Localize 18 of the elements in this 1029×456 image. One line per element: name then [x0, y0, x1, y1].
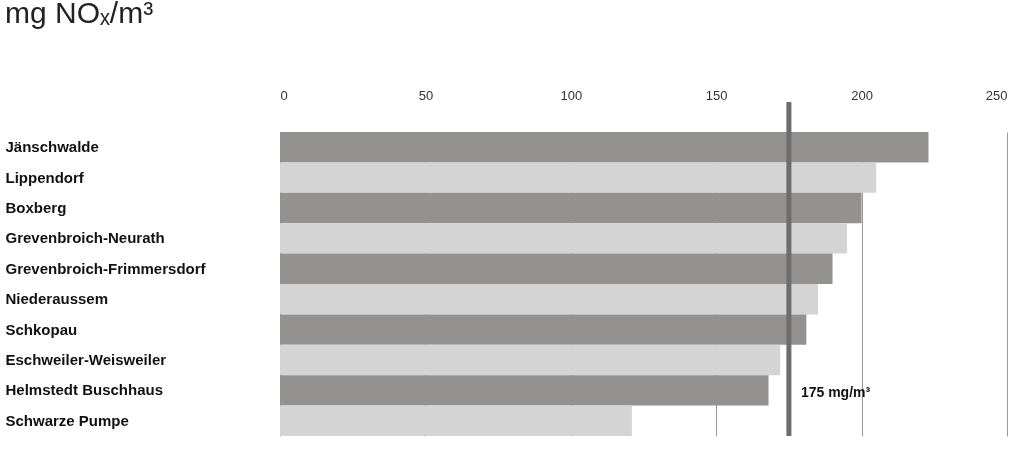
- y-tick-label: Eschweiler-Weisweiler: [5, 351, 167, 368]
- x-tick-label: 50: [418, 87, 434, 103]
- y-tick-label: Grevenbroich-Neurath: [5, 229, 165, 247]
- y-tick-label: Schkopau: [5, 320, 78, 338]
- ref-line-label: 175 mg/m³: [800, 384, 871, 401]
- y-tick-label: Schwarze Pumpe: [5, 411, 129, 429]
- y-tick-label: Niederaussem: [5, 290, 109, 308]
- y-tick-label: Grevenbroich-Frimmersdorf: [5, 259, 207, 277]
- x-tick-label: 150: [705, 87, 728, 103]
- y-tick-label: Boxberg: [5, 199, 67, 216]
- x-tick-label: 0: [280, 87, 288, 103]
- x-tick-label: 200: [851, 87, 873, 103]
- y-tick-label: Jänschwalde: [5, 138, 99, 156]
- x-tick-label: 250: [985, 87, 1008, 103]
- x-tick-label: 100: [560, 87, 583, 103]
- y-tick-label: Helmstedt Buschhaus: [5, 381, 164, 399]
- y-tick-label: Lippendorf: [5, 168, 85, 186]
- chart-title: mg NOₓ/m³: [5, 0, 154, 29]
